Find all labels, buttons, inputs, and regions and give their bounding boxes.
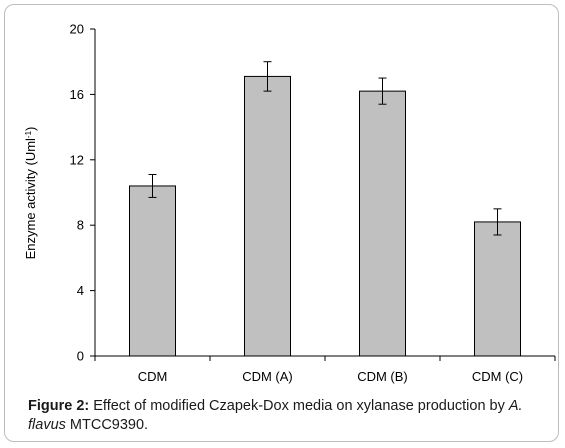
caption-figure-label: Figure 2: [28, 398, 90, 414]
y-tick-label: 8 [77, 218, 84, 233]
bar [359, 90, 406, 357]
bar-chart: CDM CDM (A) CDM (B) CDM (C) 0 4 8 12 16 20 Enzym… [23, 22, 556, 384]
x-tick-label: CDM (A) [242, 369, 293, 384]
y-tick-label: 16 [70, 87, 84, 102]
bar [474, 221, 521, 357]
y-tick-label: 20 [70, 22, 84, 37]
caption-text-2: MTCC9390. [65, 417, 149, 433]
x-tick-labels: CDM CDM (A) CDM (B) CDM (C) [138, 369, 523, 384]
y-tick-label: 12 [70, 152, 84, 167]
caption-text-1: Effect of modified Czapek-Dox media on x… [89, 398, 509, 414]
x-tick-label: CDM [138, 369, 168, 384]
bar [244, 75, 291, 357]
figure-frame [4, 4, 559, 442]
y-axis-label: Enzyme activity (Uml-1) [23, 127, 38, 260]
bars [129, 61, 521, 357]
bar [129, 185, 176, 357]
y-tick-labels: 0 4 8 12 16 20 [70, 22, 84, 364]
y-tick-label: 0 [77, 349, 84, 364]
x-tick-label: CDM (B) [357, 369, 408, 384]
caption-species: A. flavus [28, 398, 523, 433]
figure-caption: Figure 2: Effect of modified Czapek-Dox … [28, 397, 548, 435]
y-tick-label: 4 [77, 283, 84, 298]
x-tick-label: CDM (C) [472, 369, 523, 384]
